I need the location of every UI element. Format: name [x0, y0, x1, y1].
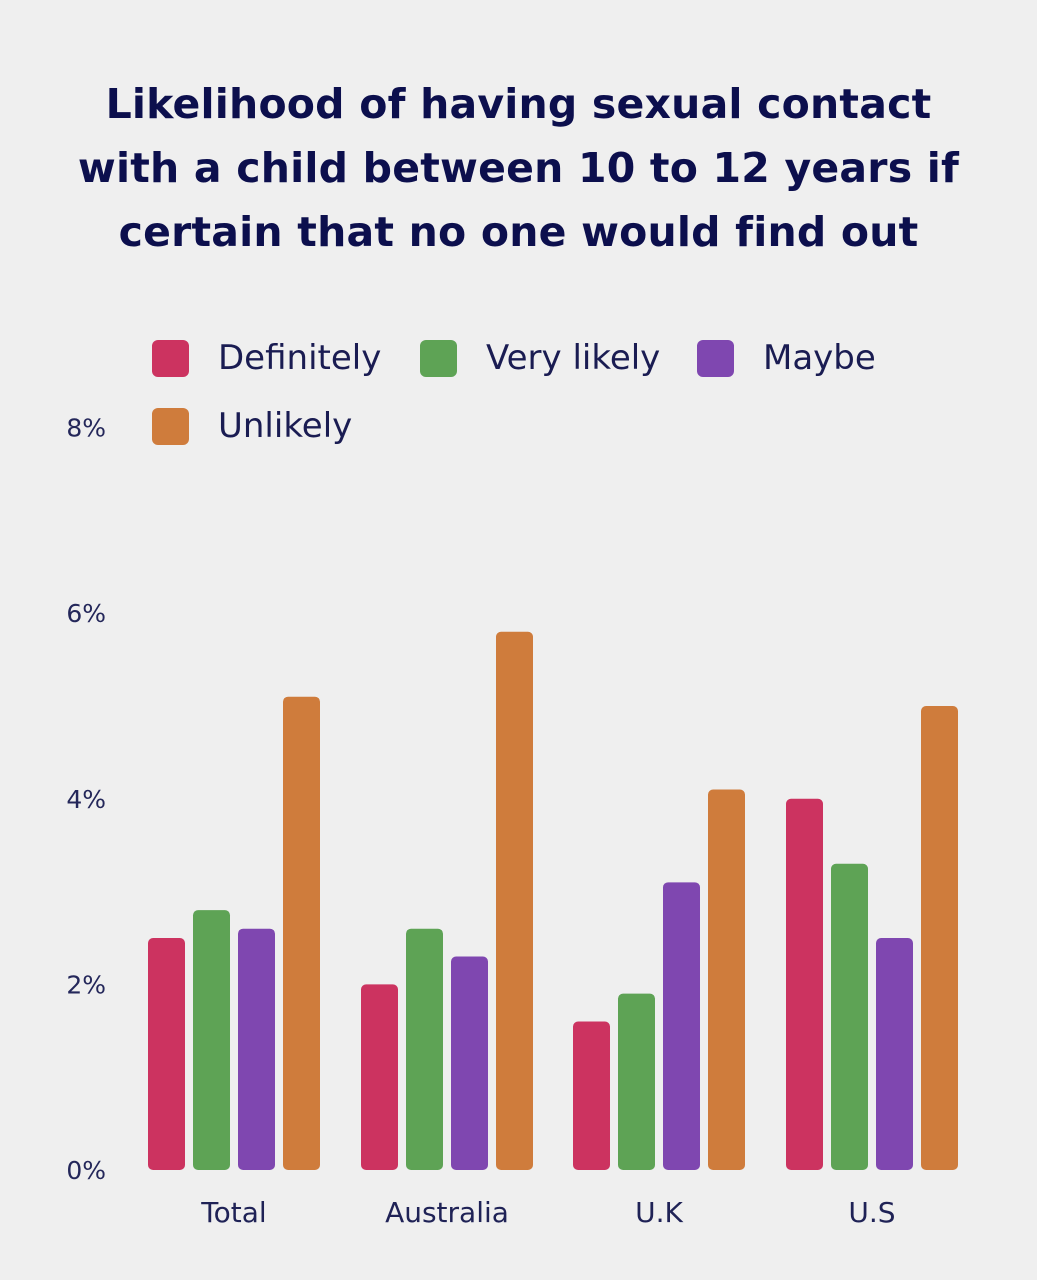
y-tick-label-2: 2% [66, 970, 106, 999]
chart-title-line-1: Likelihood of having sexual contact [105, 80, 932, 128]
x-tick-label-australia: Australia [385, 1196, 509, 1229]
bar-australia-maybe[interactable] [451, 956, 488, 1170]
chart-title-line-3: certain that no one would find out [118, 208, 919, 256]
legend-swatch-maybe [697, 339, 734, 377]
x-axis: Total Australia U.K U.S [200, 1196, 895, 1229]
bar-australia-very-likely[interactable] [406, 928, 443, 1170]
x-tick-label-total: Total [200, 1196, 266, 1229]
legend-label-very-likely: Very likely [486, 338, 661, 378]
x-tick-label-u-k: U.K [635, 1196, 683, 1229]
chart-title: Likelihood of having sexual contact with… [40, 72, 997, 264]
bar-total-maybe[interactable] [238, 928, 275, 1170]
legend-swatch-very-likely [420, 339, 457, 377]
y-tick-label-6: 6% [66, 599, 106, 628]
y-axis: 0% 2% 4% 6% 8% [66, 414, 106, 1185]
bar-u-k-very-likely[interactable] [618, 993, 655, 1170]
legend-item-maybe[interactable]: Maybe [697, 338, 876, 378]
bar-total-unlikely[interactable] [283, 696, 320, 1170]
y-tick-label-4: 4% [66, 785, 106, 814]
legend-swatch-definitely [152, 339, 189, 377]
bar-australia-unlikely[interactable] [496, 631, 533, 1170]
bar-u-s-unlikely[interactable] [921, 706, 958, 1170]
bar-u-k-unlikely[interactable] [708, 789, 745, 1170]
chart-title-line-2: with a child between 10 to 12 years if [77, 144, 960, 192]
legend-label-definitely: Definitely [218, 338, 382, 378]
bar-u-s-maybe[interactable] [876, 938, 913, 1170]
legend-label-unlikely: Unlikely [218, 406, 353, 446]
x-tick-label-u-s: U.S [848, 1196, 895, 1229]
bars [148, 631, 958, 1170]
legend-item-unlikely[interactable]: Unlikely [152, 406, 352, 446]
bar-total-very-likely[interactable] [193, 910, 230, 1170]
y-tick-label-8: 8% [66, 414, 106, 443]
bar-u-s-definitely[interactable] [786, 798, 823, 1170]
legend-item-very-likely[interactable]: Very likely [420, 338, 660, 378]
bar-australia-definitely[interactable] [361, 984, 398, 1170]
legend-label-maybe: Maybe [763, 338, 876, 378]
bar-u-k-maybe[interactable] [663, 882, 700, 1170]
legend-swatch-unlikely [152, 407, 189, 445]
bar-total-definitely[interactable] [148, 938, 185, 1170]
y-tick-label-0: 0% [66, 1156, 106, 1185]
legend-item-definitely[interactable]: Definitely [152, 338, 381, 378]
bar-u-s-very-likely[interactable] [831, 863, 868, 1170]
bar-u-k-definitely[interactable] [573, 1021, 610, 1170]
